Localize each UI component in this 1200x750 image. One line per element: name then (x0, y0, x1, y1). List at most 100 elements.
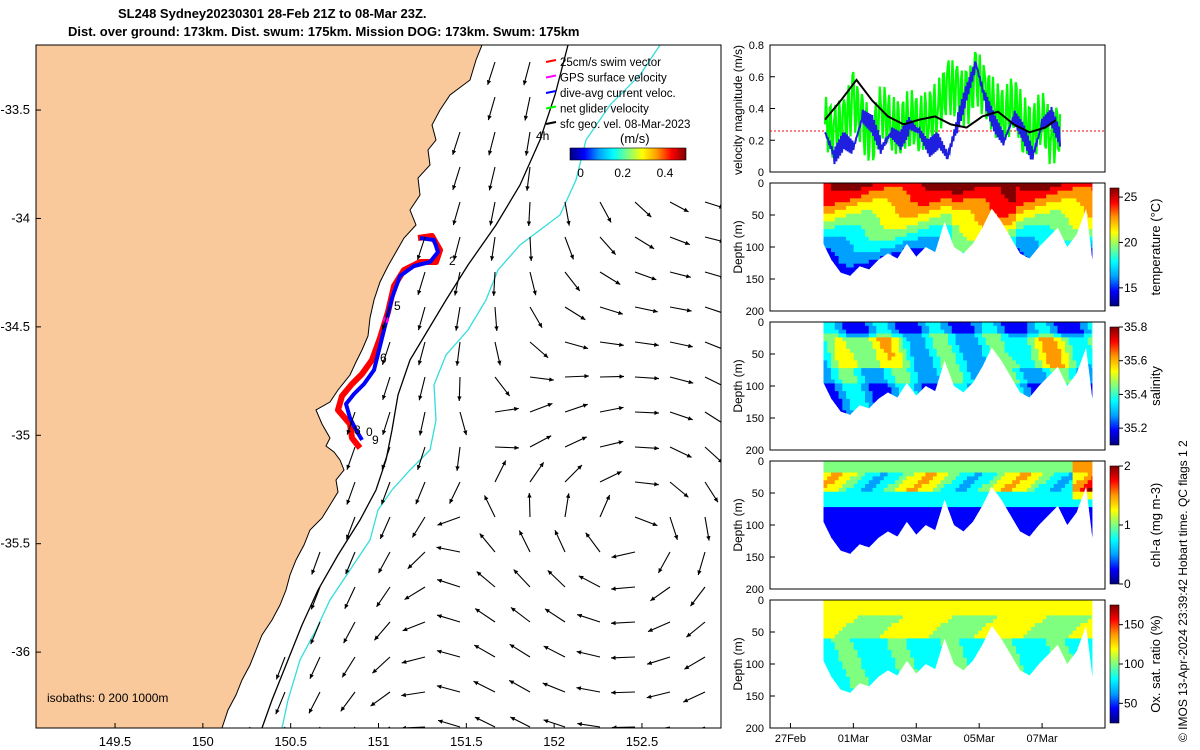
section-cell (917, 244, 923, 249)
section-cell (1087, 364, 1093, 369)
section-cell (1049, 225, 1055, 230)
vector-arrowhead (501, 460, 506, 466)
section-cell (849, 510, 855, 516)
section-cell (876, 248, 881, 253)
section-cell (823, 375, 828, 381)
section-cell (951, 487, 957, 493)
section-cell (1019, 391, 1025, 396)
section-cell (1038, 371, 1044, 377)
section-cell (902, 461, 908, 466)
section-cell (917, 514, 923, 520)
section-cell (853, 345, 859, 350)
map-xtick-label: 152.5 (626, 734, 659, 749)
section-cell (834, 263, 840, 269)
section-cell (1008, 345, 1013, 350)
section-cell (842, 507, 847, 512)
section-cell (861, 383, 866, 388)
section-cell (880, 333, 885, 338)
section-cell (1076, 345, 1081, 350)
section-cell (842, 255, 847, 261)
section-cell (853, 206, 859, 211)
section-cell (932, 526, 938, 531)
section-cell (846, 225, 851, 230)
section-cell (1038, 225, 1044, 230)
vector-arrowhead (654, 376, 659, 381)
section-cell (906, 209, 911, 215)
vector-arrowhead (581, 436, 587, 441)
section-cell (857, 484, 862, 489)
section-cell (932, 487, 938, 493)
section-cell (948, 341, 953, 346)
section-cell (932, 248, 938, 253)
section-cell (1012, 202, 1017, 207)
section-cell (868, 398, 874, 404)
section-cell (914, 329, 919, 335)
section-cell (929, 476, 934, 481)
section-cell (872, 507, 877, 512)
section-cell (849, 530, 855, 535)
section-cell (872, 255, 877, 261)
section-cell (1046, 371, 1051, 377)
section-cell (932, 206, 938, 211)
section-cell (921, 206, 926, 211)
section-cell (1042, 236, 1047, 242)
section-cell (966, 206, 972, 211)
section-cell (872, 345, 877, 350)
section-cell (823, 329, 828, 335)
section-cell (1072, 194, 1077, 199)
section-cell (883, 186, 889, 192)
section-cell (895, 348, 900, 354)
section-cell (861, 206, 866, 211)
section-cell (959, 198, 964, 203)
section-cell (1027, 248, 1032, 253)
vector-arrowhead (565, 493, 571, 499)
section-cell (1065, 322, 1070, 327)
section-cell (955, 464, 960, 470)
section-cell (872, 391, 877, 396)
vector-arrowhead (619, 342, 624, 347)
section-cell (898, 461, 904, 466)
section-cell (834, 461, 840, 466)
section-cell (849, 356, 855, 361)
section-cell (917, 375, 923, 381)
vector-arrowhead (475, 608, 481, 613)
section-cell (876, 255, 881, 261)
section-cell (921, 499, 926, 504)
section-cell (963, 248, 968, 253)
section-cell (1091, 252, 1093, 257)
section-cell (925, 368, 930, 373)
section-cell (831, 352, 836, 358)
section-cell (1019, 217, 1025, 222)
velocity-line (824, 78, 1057, 134)
section-cell (955, 329, 960, 335)
section-cell (1065, 383, 1070, 388)
section-cell (834, 507, 840, 512)
vector-arrowhead (569, 254, 574, 260)
section-cell (838, 198, 843, 203)
section-cell (853, 209, 859, 215)
section-cell (959, 341, 964, 346)
section-cell (978, 213, 983, 219)
section-cell (936, 499, 942, 504)
section-cell (917, 240, 923, 246)
section-cell (929, 518, 934, 524)
section-cell (914, 225, 919, 230)
section-cell (997, 341, 1002, 346)
section-cell (902, 379, 908, 385)
section-cell (842, 186, 847, 192)
section-cell (1091, 190, 1093, 196)
section-cell (1031, 368, 1036, 373)
section-cell (846, 410, 851, 415)
section-cell (887, 387, 893, 392)
section-cell (838, 206, 843, 211)
section-cell (895, 468, 900, 474)
section-cell (891, 248, 896, 253)
section-cell (1061, 206, 1066, 211)
section-cell (948, 468, 953, 474)
section-cell (974, 356, 979, 361)
section-cell (910, 202, 915, 207)
section-cell (997, 213, 1002, 219)
section-cell (921, 352, 926, 358)
section-cell (849, 387, 855, 392)
section-cell (982, 329, 987, 335)
